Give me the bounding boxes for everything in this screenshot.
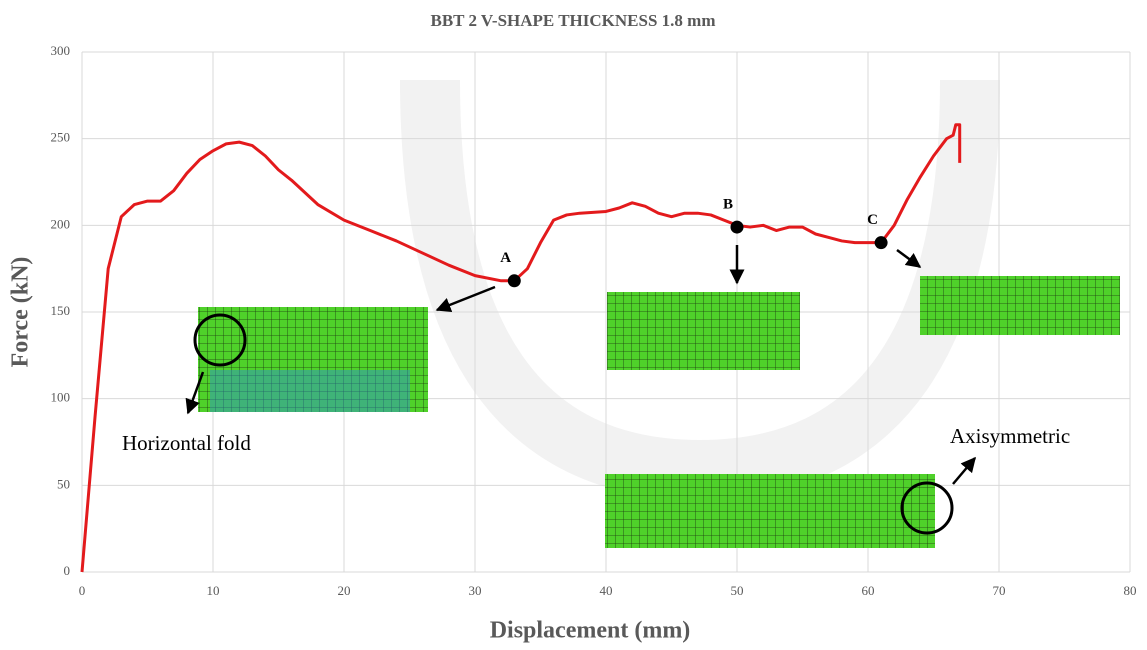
x-tick-label: 20 xyxy=(338,583,351,598)
point-label: C xyxy=(867,212,878,228)
y-tick-label: 100 xyxy=(51,390,71,405)
chart-title: BBT 2 V-SHAPE THICKNESS 1.8 mm xyxy=(431,11,716,30)
x-tick-label: 80 xyxy=(1124,583,1137,598)
y-tick-label: 300 xyxy=(51,43,71,58)
fe-image xyxy=(605,474,935,548)
arrow xyxy=(897,250,920,267)
arrow xyxy=(953,458,975,484)
fe-images xyxy=(188,245,1120,548)
point-label: A xyxy=(500,250,511,266)
y-tick-label: 50 xyxy=(57,476,70,491)
point-label: B xyxy=(723,197,733,213)
annotation: Horizontal fold xyxy=(122,431,251,455)
x-axis-label: Displacement (mm) xyxy=(490,618,691,644)
x-tick-label: 10 xyxy=(207,583,220,598)
x-tick-label: 50 xyxy=(731,583,744,598)
x-tick-label: 60 xyxy=(862,583,875,598)
y-tick-label: 250 xyxy=(51,130,71,145)
y-axis-label: Force (kN) xyxy=(8,257,34,368)
x-tick-label: 40 xyxy=(600,583,613,598)
fe-shade xyxy=(210,370,410,412)
fe-image xyxy=(920,276,1120,335)
marks: A B C xyxy=(500,197,887,288)
x-tick-label: 70 xyxy=(993,583,1006,598)
x-tick-label: 30 xyxy=(469,583,482,598)
x-tick-label: 0 xyxy=(79,583,86,598)
y-tick-label: 200 xyxy=(51,216,71,231)
y-tick-label: 150 xyxy=(51,303,71,318)
point-marker xyxy=(731,221,744,234)
point-marker xyxy=(508,274,521,287)
point-marker xyxy=(875,236,888,249)
chart: BBT 2 V-SHAPE THICKNESS 1.8 mm Displacem… xyxy=(0,0,1147,650)
y-tick-label: 0 xyxy=(64,563,71,578)
fe-image xyxy=(607,292,800,370)
annotation: Axisymmetric xyxy=(950,424,1070,448)
